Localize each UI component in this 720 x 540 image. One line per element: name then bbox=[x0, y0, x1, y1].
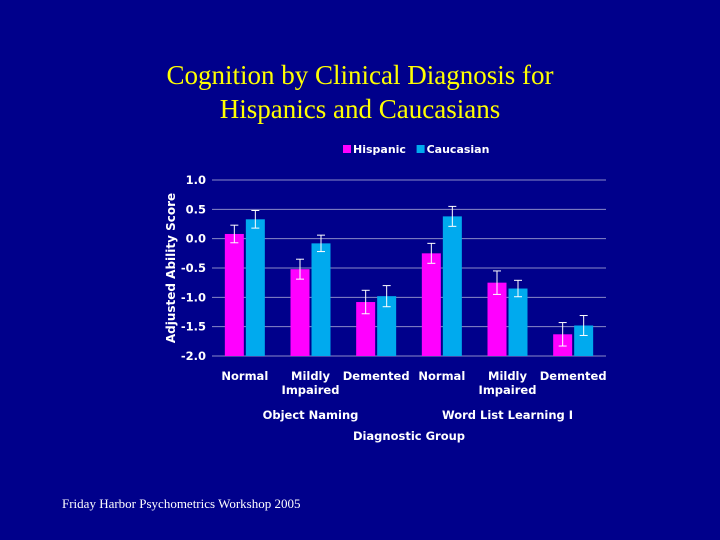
y-tick-label: 1.0 bbox=[186, 173, 206, 187]
bar bbox=[356, 302, 376, 356]
legend-label-hispanic: Hispanic bbox=[353, 143, 406, 156]
footer-text: Friday Harbor Psychometrics Workshop 200… bbox=[62, 496, 301, 511]
x-tick-label: Impaired bbox=[282, 383, 340, 397]
group-label: Object Naming bbox=[263, 408, 359, 422]
y-axis-label: Adjusted Ability Score bbox=[164, 193, 178, 343]
legend-swatch-caucasian bbox=[416, 145, 425, 153]
bar bbox=[508, 288, 528, 356]
x-tick-label: Impaired bbox=[479, 383, 537, 397]
bar bbox=[311, 243, 331, 356]
x-tick-label: Demented bbox=[343, 369, 410, 383]
x-tick-label: Demented bbox=[540, 369, 607, 383]
bar bbox=[290, 269, 310, 356]
x-tick-label: Mildly bbox=[291, 369, 331, 383]
x-tick-label: Normal bbox=[418, 369, 465, 383]
bar bbox=[442, 216, 462, 356]
title-line-2: Hispanics and Caucasians bbox=[219, 94, 501, 124]
bar bbox=[245, 219, 265, 356]
y-tick-label: 0.5 bbox=[186, 202, 206, 216]
y-tick-label: 0.0 bbox=[186, 232, 206, 246]
bar bbox=[224, 233, 244, 356]
x-tick-label: Mildly bbox=[488, 369, 528, 383]
legend-swatch-hispanic bbox=[343, 145, 351, 153]
bar bbox=[421, 253, 441, 356]
x-tick-label: Normal bbox=[221, 369, 268, 383]
y-tick-label: -0.5 bbox=[181, 261, 206, 275]
y-tick-label: -2.0 bbox=[181, 349, 206, 363]
x-axis-label: Diagnostic Group bbox=[353, 429, 465, 443]
bar bbox=[574, 325, 594, 356]
y-tick-label: -1.5 bbox=[181, 320, 206, 334]
title-line-1: Cognition by Clinical Diagnosis for bbox=[166, 60, 554, 90]
y-tick-label: -1.0 bbox=[181, 290, 206, 304]
bar bbox=[487, 282, 507, 356]
slide-title: Cognition by Clinical Diagnosis for Hisp… bbox=[0, 58, 720, 126]
bar bbox=[377, 296, 397, 356]
legend-label-caucasian: Caucasian bbox=[427, 143, 490, 156]
group-label: Word List Learning I bbox=[442, 408, 573, 422]
